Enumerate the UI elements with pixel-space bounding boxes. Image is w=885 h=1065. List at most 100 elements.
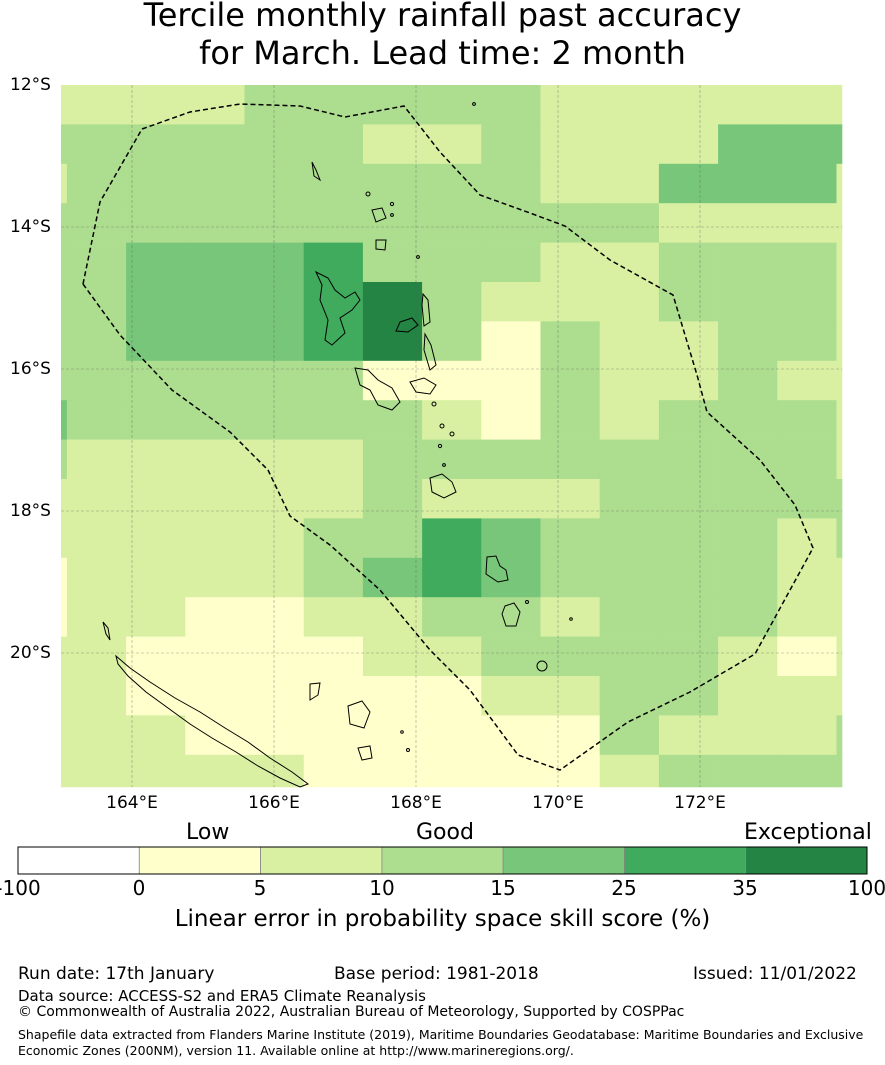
grid-cell — [126, 439, 186, 480]
grid-cell — [481, 400, 541, 440]
grid-cell — [362, 400, 423, 440]
grande-terre-island — [115, 654, 310, 788]
grid-cell — [362, 242, 423, 283]
grid-cell — [658, 242, 719, 283]
grid-cell — [422, 636, 482, 677]
grid-cell — [836, 242, 843, 283]
legend-tick: 0 — [132, 876, 146, 900]
skill-map — [61, 85, 843, 788]
grid-cell — [718, 85, 778, 125]
grid-cell — [836, 203, 843, 243]
grid-cell — [481, 636, 541, 677]
grid-cell — [303, 242, 364, 283]
grid-cell — [362, 85, 423, 125]
lat-label-16s: 16°S — [10, 359, 51, 379]
copyright: © Commonwealth of Australia 2022, Austra… — [18, 1004, 685, 1020]
grid-cell — [61, 203, 68, 243]
grid-cell — [777, 163, 837, 204]
grid-cell — [362, 163, 423, 204]
grid-cell — [126, 715, 186, 756]
grid-cell — [836, 124, 843, 165]
grid-cell — [126, 754, 186, 788]
efate-island — [429, 473, 457, 499]
grid-cell — [61, 85, 68, 125]
grid-cell — [422, 163, 482, 204]
grid-cell — [658, 597, 719, 637]
grid-cell — [599, 124, 660, 165]
grid-cell — [481, 85, 541, 125]
tanna-island — [501, 602, 521, 627]
grid-cell — [422, 321, 482, 362]
torres-islands — [311, 161, 322, 182]
grid-cell — [540, 360, 600, 401]
colorbar-segment — [624, 846, 747, 875]
grid-cell — [362, 754, 423, 788]
grid-cell — [658, 754, 719, 788]
grid-cell — [61, 754, 68, 788]
grid-cell — [481, 124, 541, 165]
gaua-island — [375, 239, 387, 251]
grid-cell — [303, 439, 364, 480]
grid-cell — [185, 676, 245, 716]
legend-tick: 5 — [253, 876, 267, 900]
grid-cell — [718, 439, 778, 480]
grid-cell — [658, 715, 719, 756]
grid-cell — [481, 203, 541, 243]
grid-cell — [66, 754, 127, 788]
lon-label-164e: 164°E — [106, 793, 158, 813]
grid-cell — [185, 439, 245, 480]
grid-cell — [303, 124, 364, 165]
grid-cell — [66, 715, 127, 756]
grid-cell — [422, 242, 482, 283]
grid-cell — [836, 557, 843, 598]
ambae-island — [423, 332, 437, 371]
grid-cell — [836, 163, 843, 204]
grid-cell — [303, 203, 364, 243]
grid-cell — [836, 360, 843, 401]
grid-cell — [66, 124, 127, 165]
grid-cell — [126, 636, 186, 677]
grid-cell — [540, 715, 600, 756]
grid-cell — [777, 321, 837, 362]
grid-cell — [540, 518, 600, 559]
grid-cell — [481, 321, 541, 362]
grid-cell — [777, 124, 837, 165]
grid-cell — [185, 163, 245, 204]
grid-cell — [599, 400, 660, 440]
grid-cell — [61, 518, 68, 559]
grid-cell — [66, 242, 127, 283]
grid-cell — [422, 597, 482, 637]
grid-cell — [422, 715, 482, 756]
grid-cell — [599, 557, 660, 598]
aneityum-island — [536, 660, 548, 672]
grid-cell — [303, 360, 364, 401]
grid-cell — [599, 439, 660, 480]
legend-tick: 35 — [732, 876, 758, 900]
grid-cell — [422, 754, 482, 788]
colorbar-segment — [260, 846, 383, 875]
grid-cell — [303, 518, 364, 559]
grid-cell — [777, 754, 837, 788]
grid-cell — [718, 203, 778, 243]
grid-cell — [61, 676, 68, 716]
grid-cell — [658, 676, 719, 716]
grid-cell — [362, 518, 423, 559]
grid-cell — [126, 242, 186, 283]
grid-cell — [185, 282, 245, 322]
grid-cell — [481, 439, 541, 480]
grid-cell — [658, 479, 719, 519]
lon-label-166e: 166°E — [248, 793, 300, 813]
grid-cell — [126, 597, 186, 637]
grid-cell — [599, 321, 660, 362]
grid-cell — [718, 242, 778, 283]
grid-cell — [126, 360, 186, 401]
grid-cell — [303, 479, 364, 519]
lat-label-12s: 12°S — [10, 75, 51, 95]
legend-tick: -100 — [0, 876, 41, 900]
grid-cell — [362, 676, 423, 716]
grid-cell — [126, 518, 186, 559]
grid-cell — [422, 282, 482, 322]
legend-category-good: Good — [416, 820, 474, 845]
grid-cell — [422, 557, 482, 598]
grid-cell — [836, 597, 843, 637]
